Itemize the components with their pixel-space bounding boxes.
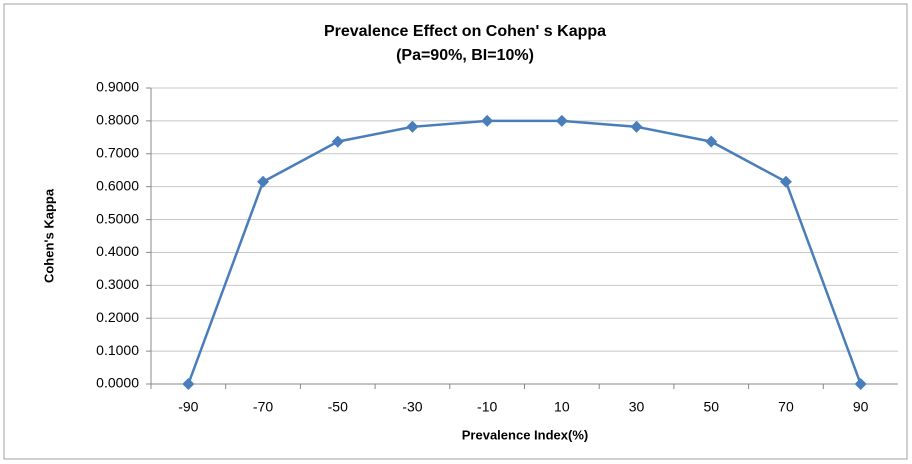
data-point xyxy=(854,378,867,390)
y-tick-label: 0.3000 xyxy=(96,276,139,292)
y-axis-title: Cohen's Kappa xyxy=(41,188,56,283)
series-line xyxy=(187,119,862,385)
y-tick-label: 0.9000 xyxy=(96,79,139,95)
x-tick-label: 10 xyxy=(554,399,570,415)
y-tick-label: 0.1000 xyxy=(96,342,139,358)
chart-subtitle: (Pa=90%, BI=10%) xyxy=(396,47,534,64)
x-tick-label: 50 xyxy=(703,399,719,415)
y-tick-label: 0.7000 xyxy=(96,144,139,160)
x-tick-label: -70 xyxy=(253,399,273,415)
data-point xyxy=(555,114,568,127)
x-tick-label: 70 xyxy=(778,399,794,415)
x-tick-label: -50 xyxy=(328,399,348,415)
chart-title: Prevalence Effect on Cohen' s Kappa xyxy=(324,23,606,40)
y-tick-label: 0.4000 xyxy=(96,243,139,259)
x-tick-label: 90 xyxy=(853,399,869,415)
data-point xyxy=(779,175,792,188)
y-tick-label: 0.5000 xyxy=(96,210,139,226)
x-tick-label: 30 xyxy=(629,399,645,415)
data-point xyxy=(705,135,718,148)
y-tick-label: 0.6000 xyxy=(96,177,139,193)
data-point xyxy=(406,120,419,133)
data-point xyxy=(257,175,270,188)
x-tick-label: -30 xyxy=(402,399,422,415)
y-tick-label: 0.8000 xyxy=(96,112,139,128)
data-point xyxy=(182,378,195,390)
x-tick-label: -90 xyxy=(178,399,198,415)
y-tick-label: 0.0000 xyxy=(96,375,139,391)
x-tick-label: -10 xyxy=(477,399,497,415)
data-point xyxy=(481,114,494,127)
y-tick-label: 0.2000 xyxy=(96,309,139,325)
x-axis-title: Prevalence Index(%) xyxy=(462,427,588,442)
data-point xyxy=(331,135,344,148)
data-point xyxy=(630,120,643,133)
chart-border xyxy=(3,3,908,460)
